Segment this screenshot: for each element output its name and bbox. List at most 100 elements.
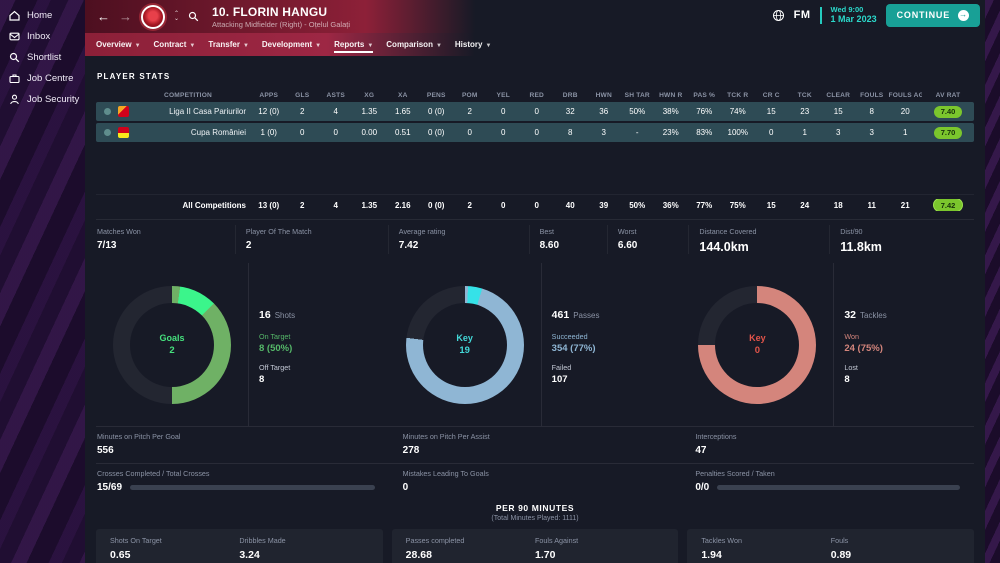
- column-header[interactable]: YEL: [496, 91, 510, 99]
- player-switcher[interactable]: ⌃ ⌄: [174, 10, 180, 22]
- stat-cell: 2: [300, 200, 305, 210]
- stat-cell: 1: [903, 128, 908, 137]
- column-header[interactable]: HWN: [595, 91, 612, 99]
- stat-cell: 0: [534, 107, 539, 116]
- continue-arrow-icon: →: [958, 9, 969, 21]
- player-header: ← → ⌃ ⌄ 10. FLORIN HANGU Attacking Midfie…: [85, 0, 491, 56]
- sidebar-item-home[interactable]: Home: [0, 5, 85, 26]
- competition-name[interactable]: Liga II Casa Pariurilor: [169, 107, 246, 116]
- passes-total: 461 Passes: [551, 308, 600, 321]
- stat-cell: 23%: [662, 128, 679, 137]
- table-row-cupa-romaniei[interactable]: Cupa României 1 (0) 0 0 0.00 0.51 0 (0) …: [96, 123, 974, 142]
- column-header[interactable]: TCK R: [727, 91, 749, 99]
- tab-overview[interactable]: Overview ▼: [96, 39, 141, 49]
- rating-badge: 7.40: [933, 105, 963, 118]
- back-arrow-icon[interactable]: ←: [97, 9, 110, 24]
- per-90-panel-2: Passes completed 28.68 Fouls Against 1.70: [391, 529, 679, 563]
- tackles-lost: Lost 8: [844, 362, 858, 385]
- summary-matches-won: Matches Won 7/13: [97, 227, 141, 251]
- competition-logo: [118, 127, 129, 138]
- stat-cell: 1.35: [361, 107, 378, 116]
- tab-history[interactable]: History ▼: [454, 39, 492, 49]
- penalties-scored: Penalties Scored / Taken 0/0: [681, 463, 974, 500]
- stat-cell: -: [635, 128, 639, 137]
- shots-on-target-per-90: Shots On Target 0.65: [110, 536, 162, 561]
- stat-cell: 36%: [662, 200, 679, 210]
- stat-cell: 0: [534, 200, 539, 210]
- sidebar-item-inbox[interactable]: Inbox: [0, 26, 85, 47]
- passes-failed: Failed 107: [551, 362, 572, 385]
- table-row-all-competitions: All Competitions 13 (0) 2 4 1.35 2.16 0 …: [96, 194, 974, 213]
- minutes-per-assist: Minutes on Pitch Per Assist 278: [388, 426, 682, 463]
- fm-logo[interactable]: FM: [793, 9, 811, 21]
- crosses-completed: Crosses Completed / Total Crosses 15/69: [96, 463, 389, 500]
- summary-best: Best 8.60: [528, 225, 607, 254]
- tab-transfer[interactable]: Transfer ▼: [208, 39, 249, 49]
- column-header[interactable]: SH TAR: [624, 91, 650, 99]
- tab-comparison[interactable]: Comparison ▼: [386, 39, 442, 49]
- donut-center-value: 2: [169, 345, 175, 356]
- season-summary: Matches Won 7/13 Player Of The Match 2 Ave…: [96, 219, 974, 261]
- shots-total: 16 Shots: [259, 308, 296, 321]
- rating-cell: 7.70: [922, 126, 974, 139]
- table-row-liga-ii[interactable]: Liga II Casa Pariurilor 12 (0) 2 4 1.35 …: [96, 102, 974, 121]
- stat-cell: 13 (0): [258, 200, 280, 210]
- stat-cell: 0 (0): [428, 128, 445, 137]
- sidebar-item-job-centre[interactable]: Job Centre: [0, 68, 85, 89]
- sidebar-item-shortlist[interactable]: Shortlist: [0, 47, 85, 68]
- donut-center-label: Key: [456, 333, 473, 343]
- column-header[interactable]: FOULS: [860, 91, 884, 99]
- progress-bar: [130, 485, 375, 490]
- column-header-competition[interactable]: COMPETITION: [164, 91, 212, 99]
- decorative-right-strip: [985, 0, 1000, 563]
- club-badge[interactable]: [141, 4, 165, 29]
- column-header[interactable]: POM: [461, 91, 478, 99]
- tab-contract[interactable]: Contract ▼: [153, 39, 196, 49]
- sidebar-item-job-security[interactable]: Job Security: [0, 89, 85, 110]
- sidebar-item-label: Home: [27, 10, 53, 21]
- passes-succeeded: Succeeded 354 (77%): [551, 331, 596, 354]
- column-header[interactable]: CLEAR: [826, 91, 851, 99]
- column-header[interactable]: XA: [397, 91, 408, 99]
- column-header[interactable]: APPS: [259, 91, 279, 99]
- column-header[interactable]: TCK: [797, 91, 812, 99]
- stat-cell: 0 (0): [428, 107, 445, 116]
- job-centre-icon: [9, 73, 20, 84]
- chevron-down-icon: ▼: [315, 42, 322, 49]
- column-header[interactable]: CR C: [762, 91, 780, 99]
- column-header[interactable]: HWN R: [659, 91, 683, 99]
- globe-icon[interactable]: [772, 9, 785, 22]
- tab-reports[interactable]: Reports ▼: [334, 36, 374, 54]
- tab-development[interactable]: Development ▼: [261, 39, 322, 49]
- column-header[interactable]: AV RAT: [935, 91, 961, 99]
- search-icon[interactable]: [188, 11, 199, 22]
- continue-button[interactable]: CONTINUE →: [885, 3, 980, 27]
- stat-cell: 0: [769, 128, 774, 137]
- chevron-down-icon: ▼: [367, 42, 374, 49]
- main-area: ← → ⌃ ⌄ 10. FLORIN HANGU Attacking Midfie…: [85, 0, 985, 563]
- column-header[interactable]: ASTS: [326, 91, 345, 99]
- section-title: PLAYER STATS: [97, 72, 171, 81]
- column-header[interactable]: FOULS AG: [888, 91, 923, 99]
- column-header[interactable]: PAS %: [693, 91, 716, 99]
- competition-name[interactable]: Cupa României: [190, 128, 246, 137]
- column-header[interactable]: PENS: [426, 91, 446, 99]
- column-header[interactable]: GLS: [295, 91, 310, 99]
- competition-logo: [118, 106, 129, 117]
- stat-cell: 0 (0): [428, 200, 445, 210]
- tackles-won: Won 24 (75%): [844, 331, 883, 354]
- shots-off-target: Off Target 8: [259, 362, 291, 385]
- column-header[interactable]: RED: [529, 91, 545, 99]
- column-header[interactable]: DRB: [562, 91, 578, 99]
- stat-cell: 0: [333, 128, 338, 137]
- per-90-title: PER 90 MINUTES: [495, 503, 575, 513]
- shots-section: Goals 2 16 Shots On Target 8 (50%) Off Tar…: [96, 263, 389, 426]
- forward-arrow-icon[interactable]: →: [119, 9, 132, 24]
- passes-donut-chart: Key 19: [405, 285, 524, 404]
- summary-average-rating: Average rating 7.42: [387, 225, 529, 254]
- chevron-up-icon: ⌃: [174, 10, 180, 17]
- donut-center-value: 0: [754, 345, 760, 356]
- column-header[interactable]: XG: [364, 91, 375, 99]
- stat-cell: 21: [900, 200, 910, 210]
- donut-center: Key 19: [406, 286, 524, 404]
